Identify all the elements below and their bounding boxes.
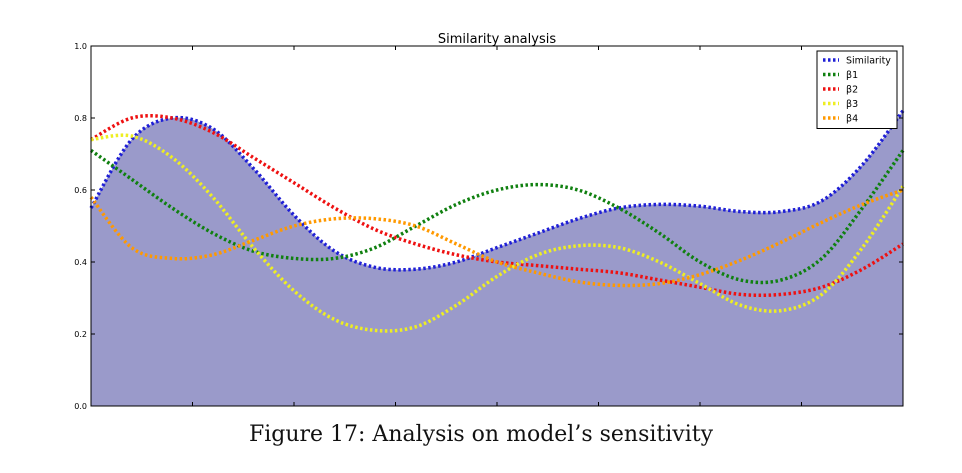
series-line-similarity: [89, 109, 905, 272]
tick-layer: 0.0 0.2 0.4 0.6 0.8 1.0: [74, 42, 903, 411]
legend: Similarity β1 β2 β3 β4: [816, 50, 898, 129]
legend-label: β3: [846, 99, 858, 110]
chart-title: Similarity analysis: [438, 32, 556, 47]
legend-label: Similarity: [846, 56, 891, 67]
series-line-beta-3: [90, 133, 905, 333]
y-tick-label: 1.0: [74, 42, 87, 51]
series-line-beta-4: [89, 188, 904, 288]
y-tick-label: 0.8: [74, 114, 87, 123]
legend-label: β2: [846, 85, 858, 96]
y-tick-label: 0.4: [74, 258, 87, 267]
line-layer: [89, 109, 905, 333]
legend-label: β1: [846, 70, 858, 81]
figure-caption: Figure 17: Analysis on model’s sensitivi…: [248, 422, 714, 447]
y-tick-label: 0.0: [74, 402, 87, 411]
y-tick-label: 0.2: [74, 330, 87, 339]
area-fill-similarity: [91, 110, 903, 407]
legend-label: β4: [846, 114, 858, 125]
series-line-beta-1: [89, 148, 905, 285]
y-tick-label: 0.6: [74, 186, 87, 195]
area-layer: [91, 110, 903, 407]
